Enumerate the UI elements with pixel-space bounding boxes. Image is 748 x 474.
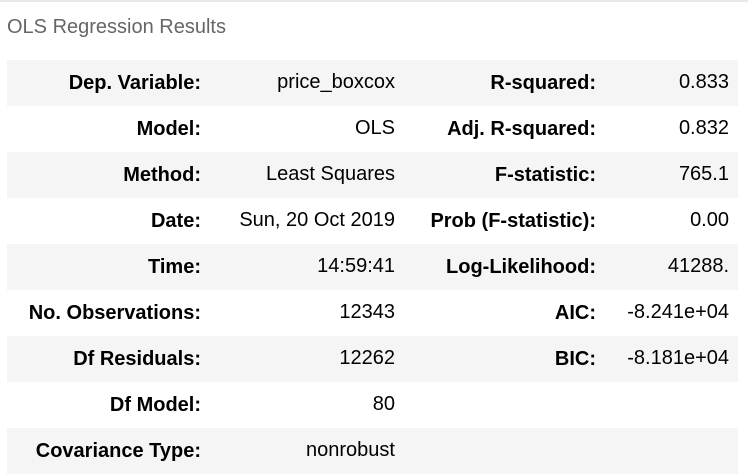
no-observations-label: No. Observations: — [7, 290, 210, 336]
table-row: Date: Sun, 20 Oct 2019 Prob (F-statistic… — [7, 198, 738, 244]
bic-label: BIC: — [404, 336, 605, 382]
method-value: Least Squares — [210, 152, 404, 198]
model-label: Model: — [7, 106, 210, 152]
adj-r-squared-label: Adj. R-squared: — [404, 106, 605, 152]
table-row: Covariance Type: nonrobust — [7, 428, 738, 474]
dep-variable-value: price_boxcox — [210, 60, 404, 106]
bic-value: -8.181e+04 — [605, 336, 738, 382]
prob-f-statistic-label: Prob (F-statistic): — [404, 198, 605, 244]
r-squared-label: R-squared: — [404, 60, 605, 106]
adj-r-squared-value: 0.832 — [605, 106, 738, 152]
r-squared-value: 0.833 — [605, 60, 738, 106]
log-likelihood-value: 41288. — [605, 244, 738, 290]
table-row: Dep. Variable: price_boxcox R-squared: 0… — [7, 60, 738, 106]
dep-variable-label: Dep. Variable: — [7, 60, 210, 106]
df-model-value: 80 — [210, 382, 404, 428]
table-row: Method: Least Squares F-statistic: 765.1 — [7, 152, 738, 198]
method-label: Method: — [7, 152, 210, 198]
table-row: No. Observations: 12343 AIC: -8.241e+04 — [7, 290, 738, 336]
table-caption: OLS Regression Results — [7, 16, 226, 38]
f-statistic-label: F-statistic: — [404, 152, 605, 198]
df-residuals-label: Df Residuals: — [7, 336, 210, 382]
log-likelihood-label: Log-Likelihood: — [404, 244, 605, 290]
time-value: 14:59:41 — [210, 244, 404, 290]
model-value: OLS — [210, 106, 404, 152]
no-observations-value: 12343 — [210, 290, 404, 336]
top-divider — [0, 0, 748, 2]
aic-value: -8.241e+04 — [605, 290, 738, 336]
f-statistic-value: 765.1 — [605, 152, 738, 198]
df-residuals-value: 12262 — [210, 336, 404, 382]
table-row: Model: OLS Adj. R-squared: 0.832 — [7, 106, 738, 152]
empty-label-cell — [404, 428, 605, 474]
prob-f-statistic-value: 0.00 — [605, 198, 738, 244]
ols-results-table: Dep. Variable: price_boxcox R-squared: 0… — [7, 60, 738, 474]
empty-value-cell — [605, 428, 738, 474]
table-row: Time: 14:59:41 Log-Likelihood: 41288. — [7, 244, 738, 290]
date-value: Sun, 20 Oct 2019 — [210, 198, 404, 244]
empty-value-cell — [605, 382, 738, 428]
table-row: Df Model: 80 — [7, 382, 738, 428]
aic-label: AIC: — [404, 290, 605, 336]
empty-label-cell — [404, 382, 605, 428]
time-label: Time: — [7, 244, 210, 290]
date-label: Date: — [7, 198, 210, 244]
table-row: Df Residuals: 12262 BIC: -8.181e+04 — [7, 336, 738, 382]
df-model-label: Df Model: — [7, 382, 210, 428]
covariance-type-label: Covariance Type: — [7, 428, 210, 474]
covariance-type-value: nonrobust — [210, 428, 404, 474]
